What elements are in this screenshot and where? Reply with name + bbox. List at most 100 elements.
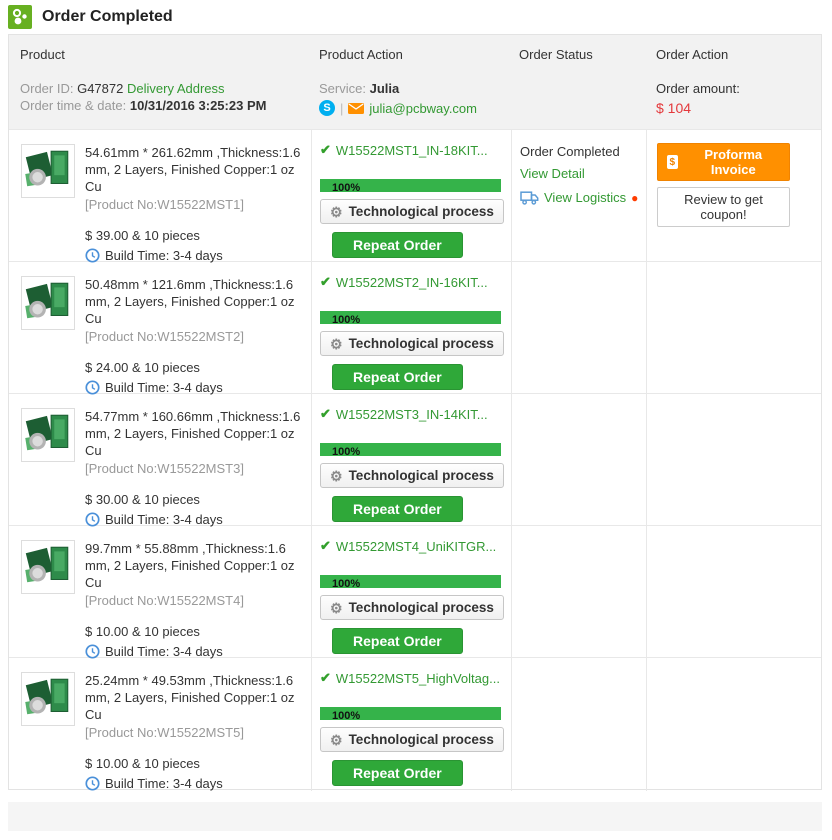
build-time-text: Build Time: 3-4 days <box>105 380 223 395</box>
build-time-text: Build Time: 3-4 days <box>105 512 223 527</box>
technological-process-button[interactable]: ⚙ Technological process <box>320 199 504 224</box>
product-spec: 25.24mm * 49.53mm ,Thickness:1.6 mm, 2 L… <box>85 673 295 722</box>
product-name-link[interactable]: W15522MST5_HighVoltag... <box>335 670 500 686</box>
technological-process-button[interactable]: ⚙ Technological process <box>320 727 504 752</box>
column-header-product: Product <box>20 47 65 62</box>
order-product-row: 25.24mm * 49.53mm ,Thickness:1.6 mm, 2 L… <box>9 657 821 791</box>
product-name-link[interactable]: W15522MST3_IN-14KIT... <box>335 406 488 422</box>
product-name-link[interactable]: W15522MST1_IN-18KIT... <box>335 142 488 158</box>
order-time-label: Order time & date: <box>20 98 127 113</box>
progress-label: 100% <box>332 314 361 326</box>
product-thumbnail[interactable] <box>21 276 75 330</box>
review-coupon-button[interactable]: Review to get coupon! <box>657 187 790 227</box>
technological-process-label: Technological process <box>348 204 494 219</box>
repeat-order-button[interactable]: Repeat Order <box>332 628 463 654</box>
proforma-invoice-button[interactable]: $ Proforma Invoice <box>657 143 790 181</box>
repeat-order-button[interactable]: Repeat Order <box>332 496 463 522</box>
product-thumbnail[interactable] <box>21 540 75 594</box>
technological-process-label: Technological process <box>348 468 494 483</box>
gear-icon: ⚙ <box>330 599 343 616</box>
view-detail-link[interactable]: View Detail <box>520 166 585 181</box>
product-name-link[interactable]: W15522MST2_IN-16KIT... <box>335 274 488 290</box>
gear-icon: ⚙ <box>330 731 343 748</box>
check-icon: ✔ <box>320 670 331 685</box>
page-header: Order Completed <box>0 0 832 33</box>
product-name-link[interactable]: W15522MST4_UniKITGR... <box>335 538 497 554</box>
footer-bar <box>8 802 822 831</box>
build-time-icon <box>85 380 100 395</box>
product-number: [Product No:W15522MST4] <box>85 593 244 608</box>
build-time-text: Build Time: 3-4 days <box>105 248 223 263</box>
progress-bar: 100% <box>320 707 501 722</box>
build-time-icon <box>85 248 100 263</box>
product-price-qty: $ 39.00 & 10 pieces <box>85 228 200 243</box>
product-thumbnail[interactable] <box>21 672 75 726</box>
order-status-text: Order Completed <box>520 144 620 159</box>
product-spec: 50.48mm * 121.6mm ,Thickness:1.6 mm, 2 L… <box>85 277 295 326</box>
order-table: Product Product Action Order Status Orde… <box>8 34 822 791</box>
progress-bar: 100% <box>320 443 501 458</box>
build-time-icon <box>85 512 100 527</box>
column-header-order-status: Order Status <box>519 47 593 62</box>
product-price-qty: $ 24.00 & 10 pieces <box>85 360 200 375</box>
product-price-qty: $ 10.00 & 10 pieces <box>85 756 200 771</box>
service-email-link[interactable]: julia@pcbway.com <box>369 100 477 116</box>
product-thumbnail[interactable] <box>21 144 75 198</box>
product-number: [Product No:W15522MST5] <box>85 725 244 740</box>
check-icon: ✔ <box>320 142 331 157</box>
check-icon: ✔ <box>320 406 331 421</box>
repeat-order-button[interactable]: Repeat Order <box>332 364 463 390</box>
product-spec: 54.77mm * 160.66mm ,Thickness:1.6 mm, 2 … <box>85 409 301 458</box>
build-time-icon <box>85 776 100 791</box>
delivery-address-link[interactable]: Delivery Address <box>126 81 225 96</box>
technological-process-label: Technological process <box>348 600 494 615</box>
build-time-text: Build Time: 3-4 days <box>105 776 223 791</box>
order-amount-label: Order amount: <box>656 81 740 96</box>
column-header-order-action: Order Action <box>656 47 729 62</box>
service-label: Service: <box>319 81 366 96</box>
product-price-qty: $ 30.00 & 10 pieces <box>85 492 200 507</box>
skype-icon[interactable]: S <box>319 100 335 116</box>
technological-process-label: Technological process <box>348 732 494 747</box>
check-icon: ✔ <box>320 274 331 289</box>
order-product-row: 99.7mm * 55.88mm ,Thickness:1.6 mm, 2 La… <box>9 525 821 659</box>
service-name: Julia <box>369 81 400 96</box>
product-number: [Product No:W15522MST1] <box>85 197 244 212</box>
product-thumbnail[interactable] <box>21 408 75 462</box>
table-header-band: Product Product Action Order Status Orde… <box>9 35 821 129</box>
page-title: Order Completed <box>42 8 173 25</box>
product-price-qty: $ 10.00 & 10 pieces <box>85 624 200 639</box>
technological-process-button[interactable]: ⚙ Technological process <box>320 595 504 620</box>
progress-bar: 100% <box>320 311 501 326</box>
orders-logo-icon <box>8 5 32 29</box>
repeat-order-button[interactable]: Repeat Order <box>332 232 463 258</box>
technological-process-button[interactable]: ⚙ Technological process <box>320 463 504 488</box>
progress-label: 100% <box>332 446 361 458</box>
proforma-invoice-label: Proforma Invoice <box>704 147 763 177</box>
technological-process-label: Technological process <box>348 336 494 351</box>
product-number: [Product No:W15522MST3] <box>85 461 244 476</box>
build-time-icon <box>85 644 100 659</box>
technological-process-button[interactable]: ⚙ Technological process <box>320 331 504 356</box>
build-time-text: Build Time: 3-4 days <box>105 644 223 659</box>
progress-bar: 100% <box>320 179 501 194</box>
progress-bar: 100% <box>320 575 501 590</box>
truck-icon <box>520 190 539 205</box>
product-spec: 54.61mm * 261.62mm ,Thickness:1.6 mm, 2 … <box>85 145 301 194</box>
repeat-order-button[interactable]: Repeat Order <box>332 760 463 786</box>
view-logistics-link[interactable]: View Logistics <box>544 190 627 205</box>
gear-icon: ⚙ <box>330 335 343 352</box>
progress-label: 100% <box>332 710 361 722</box>
email-icon[interactable] <box>348 102 365 114</box>
product-spec: 99.7mm * 55.88mm ,Thickness:1.6 mm, 2 La… <box>85 541 295 590</box>
order-id-label: Order ID: <box>20 81 74 96</box>
order-product-row: 54.77mm * 160.66mm ,Thickness:1.6 mm, 2 … <box>9 393 821 527</box>
order-amount-value: $ 104 <box>656 100 692 116</box>
order-id-value: G47872 <box>77 81 124 96</box>
order-product-row: 54.61mm * 261.62mm ,Thickness:1.6 mm, 2 … <box>9 129 821 263</box>
order-time-value: 10/31/2016 3:25:23 PM <box>129 98 267 113</box>
check-icon: ✔ <box>320 538 331 553</box>
column-header-product-action: Product Action <box>319 47 403 62</box>
gear-icon: ⚙ <box>330 467 343 484</box>
invoice-icon: $ <box>667 155 678 169</box>
